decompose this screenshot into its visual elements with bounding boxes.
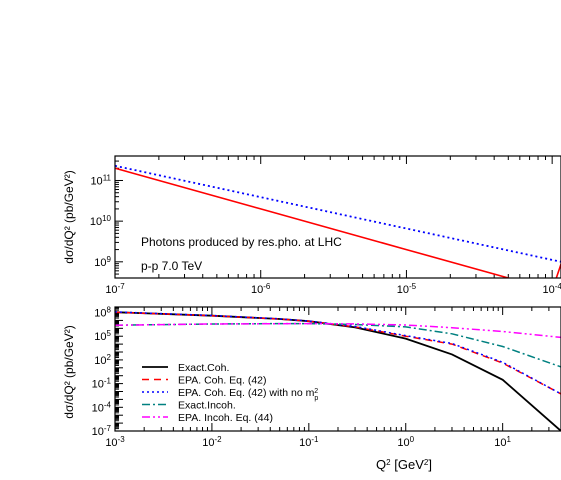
legend-label-4: EPA. Incoh. Eq. (44) bbox=[178, 412, 273, 424]
top-plot-frame bbox=[114, 155, 561, 279]
bottom-y-tick-label: 108 bbox=[94, 305, 111, 320]
top-y-tick-label: 1010 bbox=[90, 214, 112, 229]
top-axes: 10-7 10-6 10-5 10-4 109 1010 1011 bbox=[90, 155, 561, 297]
top-series-line-0 bbox=[115, 167, 561, 278]
annotation-pp-energy: p-p 7.0 TeV bbox=[141, 259, 202, 273]
bottom-x-tick-label: 101 bbox=[494, 435, 511, 450]
legend-label-1: EPA. Coh. Eq. (42) bbox=[178, 375, 267, 387]
bottom-series-line-4 bbox=[115, 322, 561, 339]
top-panel: dσ/dQ² (pb/GeV²) Photons produced by res… bbox=[62, 155, 561, 297]
bottom-y-axis-label: dσ/dQ² (pb/GeV²) bbox=[62, 325, 76, 418]
bottom-x-axis-label: Q2 [GeV2] bbox=[376, 457, 432, 472]
bottom-x-tick-label: 10-1 bbox=[299, 435, 319, 450]
top-series-line-1 bbox=[115, 164, 561, 263]
top-y-tick-label: 109 bbox=[94, 254, 111, 269]
top-x-tick-label: 10-7 bbox=[105, 282, 125, 297]
legend-label-3: Exact.Incoh. bbox=[178, 400, 236, 412]
top-series-group bbox=[115, 164, 561, 278]
bottom-x-tick-label: 10-3 bbox=[105, 435, 125, 450]
top-y-tick-label: 1011 bbox=[90, 173, 111, 188]
bottom-series-line-2 bbox=[115, 311, 561, 395]
top-x-tick-label: 10-5 bbox=[397, 282, 417, 297]
bottom-plot-frame bbox=[114, 306, 561, 432]
bottom-y-tick-label: 10-1 bbox=[92, 376, 112, 391]
bottom-axes: 10-3 10-2 10-1 100 101 10-7 10-4 10-1 102 105 108 bbox=[92, 305, 561, 449]
bottom-x-tick-label: 10-2 bbox=[202, 435, 222, 450]
legend-label-0: Exact.Coh. bbox=[178, 362, 229, 374]
bottom-x-tick-label: 100 bbox=[397, 435, 414, 450]
legend: Exact.Coh.EPA. Coh. Eq. (42)EPA. Coh. Eq… bbox=[142, 362, 318, 424]
bottom-y-tick-label: 102 bbox=[94, 352, 111, 367]
annotation-photons: Photons produced by res.pho. at LHC bbox=[141, 235, 342, 249]
legend-label-2: EPA. Coh. Eq. (42) with no mp2 bbox=[178, 387, 318, 402]
top-x-tick-label: 10-4 bbox=[542, 282, 561, 297]
bottom-y-tick-label: 105 bbox=[94, 329, 111, 344]
bottom-series-line-3 bbox=[115, 322, 561, 368]
top-y-axis-label: dσ/dQ² (pb/GeV²) bbox=[62, 170, 76, 263]
bottom-panel: dσ/dQ² (pb/GeV²) Q2 [GeV2] 10-3 10-2 10-1 1… bbox=[62, 305, 561, 472]
bottom-y-tick-label: 10-4 bbox=[92, 400, 112, 415]
top-x-tick-label: 10-6 bbox=[251, 282, 271, 297]
bottom-series-group bbox=[115, 311, 561, 431]
bottom-y-tick-label: 10-7 bbox=[92, 424, 112, 439]
